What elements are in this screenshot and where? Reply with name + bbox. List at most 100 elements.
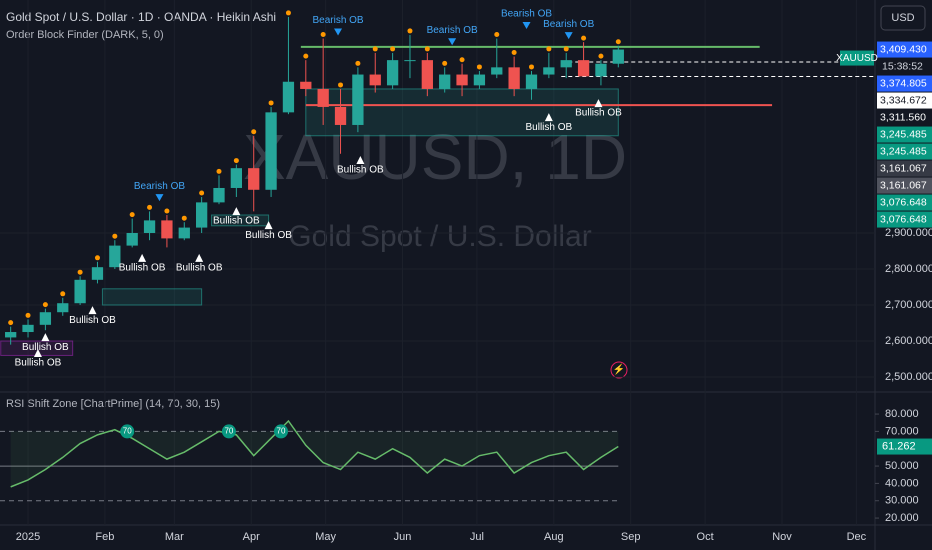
bullish-marker [33,348,42,357]
bullish-marker [232,207,241,216]
rsi-last-bg [877,438,932,455]
x-tick-label: Aug [544,531,564,543]
rsi-signal [221,424,236,439]
trend-dot [563,46,569,52]
rsi-tick-label: 70.000 [885,425,919,437]
bearish-marker [155,194,164,202]
candle-body [230,168,243,188]
candle-body [525,74,538,89]
bullish-marker [594,99,603,108]
ob-label: Bullish OB [337,165,384,176]
trend-dot [476,64,482,70]
bullish-marker [544,113,553,122]
ob-label: Bullish OB [69,315,116,326]
trend-dot [442,60,448,66]
candle-body [612,49,624,64]
bullish-marker [356,155,365,164]
trend-dot [8,320,14,326]
x-tick-label: Apr [243,531,260,543]
trend-dot [25,312,31,318]
candle-body [248,168,260,190]
x-tick-label: Dec [847,531,867,543]
candle-body [300,81,312,89]
bearish-marker [448,38,457,46]
candle-body [560,60,572,68]
trend-dot [424,46,430,52]
alert-glyph[interactable]: ⚡ [613,363,625,376]
currency-button[interactable] [880,5,926,31]
chart-title: Gold Spot / U.S. Dollar · 1D · OANDA · H… [6,10,276,24]
rsi-tick-label: 40.000 [885,477,919,489]
candle-body [282,81,295,113]
candle-body [213,187,225,203]
trend-dot [112,233,118,239]
price-label: 3,311.560 [880,111,926,123]
trend-dot [129,212,135,218]
price-label: 3,076.648 [880,196,927,208]
indicator-title: Order Block Finder (DARK, 5, 0) [6,29,164,41]
price-label: 3,334.672 [880,94,927,106]
ob-label: Bearish OB [312,15,363,26]
price-label-bg [877,194,932,211]
candle-body [595,63,607,77]
candle-body [265,112,277,190]
candle-body [439,74,451,89]
price-label-bg [877,143,932,160]
ob-label: Bearish OB [501,9,552,20]
ob-label: Bullish OB [213,216,260,227]
y-tick-label: 2,900.000 [885,227,932,239]
rsi-signal-label: 70 [277,427,286,436]
trend-dot [147,204,153,210]
price-label-bg [877,41,932,58]
bullish-marker [138,253,147,262]
rsi-line [10,419,619,488]
candle-body [404,60,416,62]
x-tick-label: Jun [394,531,412,543]
trend-dot [407,28,413,34]
candle-body [126,232,138,246]
ob-label: Bullish OB [119,263,166,274]
trend-dot [285,10,291,16]
candle-body [22,324,34,333]
rsi-tick-label: 20.000 [885,512,919,524]
x-tick-label: Jul [470,531,484,543]
rsi-signal [274,424,289,439]
candle-body [421,60,433,89]
countdown: 15:38:52 [882,60,923,72]
candle-body [195,202,208,228]
candle-body [39,312,52,325]
order-block-zone [101,288,203,306]
candle-body [508,67,520,89]
watermark: XAUUSD, 1D [243,121,627,193]
price-label-bg [877,160,932,177]
bullish-marker [195,253,204,262]
trend-dot [94,255,100,261]
price-label: 3,245.485 [880,128,927,140]
rsi-last-label: 61.262 [882,440,916,452]
y-tick-label: 2,500.000 [885,371,932,383]
ob-label: Bullish OB [22,342,69,353]
bullish-marker [264,221,273,230]
trend-dot [511,50,517,56]
x-tick-label: Mar [165,531,184,543]
trend-dot [615,39,621,45]
y-tick-label: 2,600.000 [885,335,932,347]
candle-body [74,279,86,304]
x-tick-label: 2025 [16,531,40,543]
rsi-tick-label: 80.000 [885,408,919,420]
trend-dot [164,208,170,214]
symbol-tag: XAUUSD [836,53,878,64]
price-label: 3,374.805 [880,77,927,89]
trend-dot [528,64,534,70]
currency[interactable]: USD [891,12,914,24]
x-tick-label: Feb [95,531,114,543]
price-label-bg [877,75,932,92]
bearish-marker [522,22,531,30]
alert-icon[interactable] [610,361,628,379]
x-tick-label: Nov [772,531,792,543]
ob-label: Bullish OB [15,358,62,369]
trend-dot [372,46,378,52]
trend-dot [320,32,326,38]
candle-body [473,74,486,86]
